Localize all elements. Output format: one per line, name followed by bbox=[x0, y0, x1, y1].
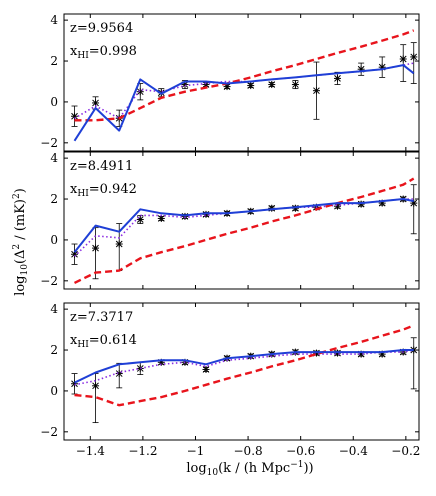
dotted-series-line bbox=[73, 198, 414, 257]
panel-frame bbox=[63, 13, 420, 152]
x-tick-label: −0.2 bbox=[391, 444, 420, 458]
y-tick-label: 2 bbox=[50, 192, 58, 206]
y-axis-label-prefix: log bbox=[13, 275, 28, 295]
dashed-series-line bbox=[74, 324, 415, 407]
data-point bbox=[181, 212, 189, 220]
y-axis-label-main: (Δ bbox=[13, 250, 28, 264]
plot-area bbox=[71, 29, 418, 142]
solid-series-line bbox=[73, 198, 414, 253]
x-tick-label: −1.4 bbox=[76, 444, 106, 458]
error-bar bbox=[410, 42, 417, 84]
x-tick-label: −1.2 bbox=[128, 444, 157, 458]
y-tick-label: 0 bbox=[50, 233, 58, 247]
data-point bbox=[247, 82, 255, 90]
y-tick-label: −2 bbox=[40, 425, 58, 439]
data-point bbox=[136, 364, 144, 372]
x-tick-label: −0.4 bbox=[339, 444, 369, 458]
x-axis-label-prefix: log bbox=[186, 461, 206, 476]
solid-series-line bbox=[74, 349, 414, 384]
x-axis-label-sup: −1 bbox=[290, 460, 303, 470]
panels: −2 0 2 4 z=9.9564 xHI=0.998 −2 0 2 4 z=8.4911 xHI=0… bbox=[40, 13, 420, 458]
x-tick-label: −1 bbox=[187, 444, 205, 458]
redshift-label: z=8.4911 bbox=[70, 159, 133, 174]
error-bar bbox=[400, 44, 407, 82]
x-axis-label: log10(k / (h Mpc−1)) bbox=[186, 460, 313, 478]
data-point bbox=[410, 53, 418, 61]
dashed-series-line bbox=[74, 29, 415, 122]
plot-area bbox=[71, 324, 418, 424]
y-axis-label-sub: 10 bbox=[20, 264, 30, 276]
panel-2: −2 0 2 4 z=8.4911 xHI=0.942 bbox=[40, 151, 420, 290]
data-point bbox=[92, 382, 100, 390]
y-tick-label: 4 bbox=[50, 13, 58, 27]
solid-series-line bbox=[73, 64, 415, 142]
data-point bbox=[115, 240, 123, 248]
x-tick-label: −0.6 bbox=[286, 444, 315, 458]
data-point bbox=[115, 370, 123, 378]
neutral-fraction-label: xHI=0.614 bbox=[70, 333, 137, 350]
neutral-fraction-label: xHI=0.998 bbox=[70, 44, 137, 61]
x-axis-label-suffix: )) bbox=[303, 461, 313, 476]
y-axis-label-mid: / (mK) bbox=[13, 199, 28, 244]
x-axis-label-sub: 10 bbox=[207, 468, 219, 478]
panel-frame bbox=[63, 302, 420, 441]
neutral-fraction-label: xHI=0.942 bbox=[70, 182, 137, 199]
y-tick-label: −2 bbox=[40, 274, 58, 288]
redshift-label: z=9.9564 bbox=[70, 21, 133, 36]
error-bar bbox=[410, 337, 417, 390]
panel-frame bbox=[63, 151, 420, 290]
dotted-series-line bbox=[74, 349, 414, 386]
redshift-label: z=7.3717 bbox=[70, 310, 133, 325]
y-axis-label-suffix: ) bbox=[13, 188, 28, 193]
data-point bbox=[291, 81, 299, 89]
y-tick-label: 0 bbox=[50, 384, 58, 398]
y-tick-label: −2 bbox=[40, 136, 58, 150]
error-bar bbox=[410, 184, 417, 235]
y-axis-label-sup: 2 bbox=[12, 244, 22, 250]
y-tick-label: 4 bbox=[50, 302, 58, 316]
data-point bbox=[202, 365, 210, 373]
x-tick-label: −0.8 bbox=[234, 444, 263, 458]
y-axis-label: log10(Δ2 / (mK)2) bbox=[12, 188, 30, 296]
data-point bbox=[410, 346, 418, 354]
y-tick-label: 0 bbox=[50, 95, 58, 109]
data-point bbox=[333, 74, 341, 82]
y-tick-label: 4 bbox=[50, 151, 58, 165]
data-point bbox=[268, 81, 276, 89]
data-point bbox=[92, 244, 100, 252]
data-point bbox=[71, 112, 79, 120]
panel-3: −2 0 2 4 −1.4 −1.2 −1 −0.8 −0.6 −0.4 −0.2 z=7.3717 x… bbox=[40, 302, 420, 458]
plot-area bbox=[71, 177, 418, 284]
data-point bbox=[312, 87, 320, 95]
dashed-series-line bbox=[73, 177, 415, 284]
y-tick-label: 2 bbox=[50, 54, 58, 68]
x-axis-label-main: (k / (h Mpc bbox=[218, 461, 290, 476]
y-axis-label-sup2: 2 bbox=[12, 193, 22, 199]
panel-1: −2 0 2 4 z=9.9564 xHI=0.998 bbox=[40, 13, 420, 152]
y-tick-label: 2 bbox=[50, 343, 58, 357]
data-point bbox=[357, 200, 365, 208]
data-point bbox=[399, 55, 407, 63]
